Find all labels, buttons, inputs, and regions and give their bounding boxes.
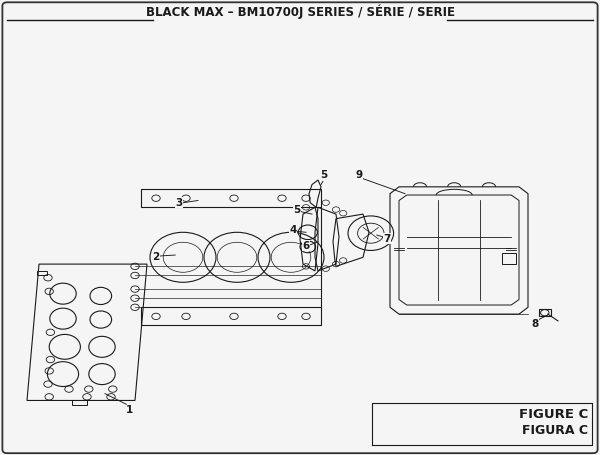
Text: 6: 6	[302, 241, 310, 251]
Text: 5: 5	[293, 206, 301, 216]
Text: 1: 1	[125, 405, 133, 415]
Text: 4: 4	[289, 225, 296, 235]
Text: 9: 9	[355, 171, 362, 181]
Text: 2: 2	[152, 252, 160, 262]
Text: FIGURE C: FIGURE C	[519, 408, 588, 420]
Text: 7: 7	[383, 234, 391, 243]
Text: 3: 3	[175, 198, 182, 208]
Text: BLACK MAX – BM10700J SERIES / SÉRIE / SERIE: BLACK MAX – BM10700J SERIES / SÉRIE / SE…	[146, 4, 455, 19]
Text: FIGURA C: FIGURA C	[522, 424, 588, 436]
Text: 5: 5	[320, 171, 328, 181]
Text: 8: 8	[532, 319, 539, 329]
